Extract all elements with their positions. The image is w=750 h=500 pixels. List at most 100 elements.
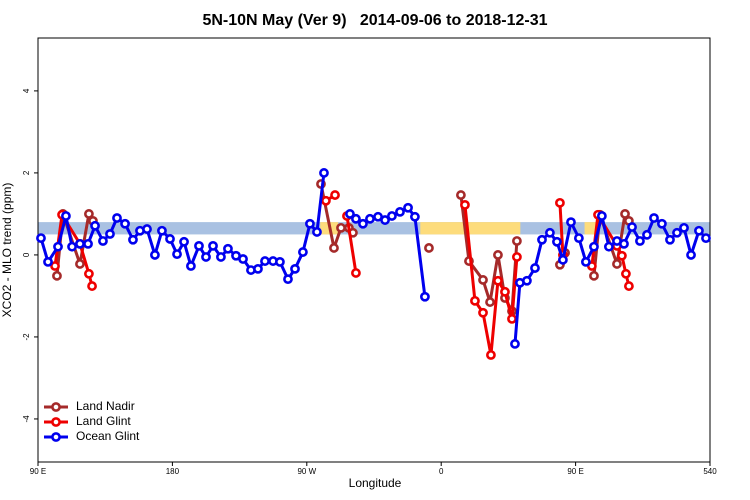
data-point (507, 313, 517, 324)
data-point (120, 218, 130, 229)
data-point (478, 275, 488, 285)
data-point (380, 215, 390, 225)
data-point (208, 240, 218, 251)
data-point (486, 350, 496, 360)
data-point (142, 224, 152, 234)
ocean-band (38, 222, 710, 235)
chart-title: 5N-10N May (Ver 9) 2014-09-06 to 2018-12… (202, 12, 547, 29)
data-point (321, 195, 331, 206)
data-point (216, 252, 226, 262)
data-point (75, 259, 85, 269)
data-point (90, 220, 100, 231)
data-point (573, 233, 584, 244)
legend-marker (51, 432, 61, 442)
data-point (365, 213, 375, 224)
data-point (84, 209, 94, 219)
data-point (537, 234, 547, 245)
y-axis-title: XCO2 - MLO trend (ppm) (0, 183, 14, 318)
data-point (305, 218, 315, 229)
data-point (604, 241, 614, 252)
data-point (403, 202, 413, 213)
series-line (558, 202, 565, 256)
data-point (275, 256, 285, 267)
data-point (522, 275, 532, 286)
data-point (150, 250, 160, 260)
data-point (624, 281, 634, 291)
data-point (619, 238, 629, 249)
data-point (566, 217, 576, 228)
data-point (635, 236, 645, 246)
data-point (52, 270, 62, 281)
series-line (345, 215, 358, 274)
legend-marker (51, 417, 61, 427)
data-point (283, 274, 293, 285)
data-point (395, 206, 405, 217)
data-point (36, 233, 46, 244)
data-point (345, 209, 355, 219)
data-point (512, 252, 522, 262)
data-point (298, 247, 308, 257)
data-point (470, 295, 480, 306)
data-point (61, 211, 71, 221)
data-point (460, 199, 470, 210)
data-point (621, 268, 631, 279)
data-point (589, 241, 599, 252)
data-point (679, 222, 689, 233)
data-point (694, 225, 704, 236)
data-point (186, 261, 196, 271)
y-tick-label: 2 (22, 170, 31, 175)
data-point (238, 254, 248, 264)
data-point (290, 263, 300, 274)
data-point (329, 243, 339, 253)
data-point (319, 168, 329, 178)
data-point (50, 261, 60, 271)
legend-marker (51, 402, 61, 412)
x-tick-label: 90 W (297, 467, 316, 476)
data-point (552, 236, 562, 247)
data-point (649, 213, 659, 223)
data-point (67, 241, 77, 252)
data-point (351, 213, 361, 224)
legend-label: Ocean Glint (76, 429, 140, 443)
data-point (53, 241, 63, 252)
data-point (83, 238, 93, 249)
data-point (43, 256, 53, 267)
data-point (179, 236, 189, 247)
data-point (75, 238, 85, 249)
data-point (493, 275, 503, 286)
data-point (165, 234, 175, 244)
data-point (128, 234, 138, 245)
data-point (358, 218, 368, 229)
data-point (545, 227, 555, 238)
x-tick-label: 0 (439, 467, 444, 476)
data-point (672, 227, 682, 238)
data-point (98, 236, 108, 246)
x-tick-label: 540 (703, 467, 717, 476)
data-point (596, 211, 607, 221)
data-point (620, 209, 630, 219)
data-point (581, 256, 591, 267)
data-point (478, 307, 488, 318)
data-point (510, 339, 520, 349)
data-point (112, 213, 122, 223)
data-point (512, 236, 522, 246)
data-point (500, 286, 510, 297)
data-point (485, 297, 495, 307)
x-tick-label: 180 (166, 467, 180, 476)
data-point (627, 222, 637, 232)
data-point (616, 250, 627, 261)
data-point (493, 250, 503, 260)
data-point (642, 229, 652, 240)
x-tick-label: 90 E (30, 467, 46, 476)
data-point (260, 256, 270, 266)
data-point (87, 281, 97, 291)
data-point (589, 270, 599, 281)
data-point (330, 190, 340, 200)
data-point (172, 249, 182, 260)
y-tick-label: -2 (22, 333, 31, 341)
legend-label: Land Glint (76, 414, 131, 428)
data-point (657, 218, 667, 229)
data-point (701, 233, 711, 244)
data-point (420, 291, 430, 302)
